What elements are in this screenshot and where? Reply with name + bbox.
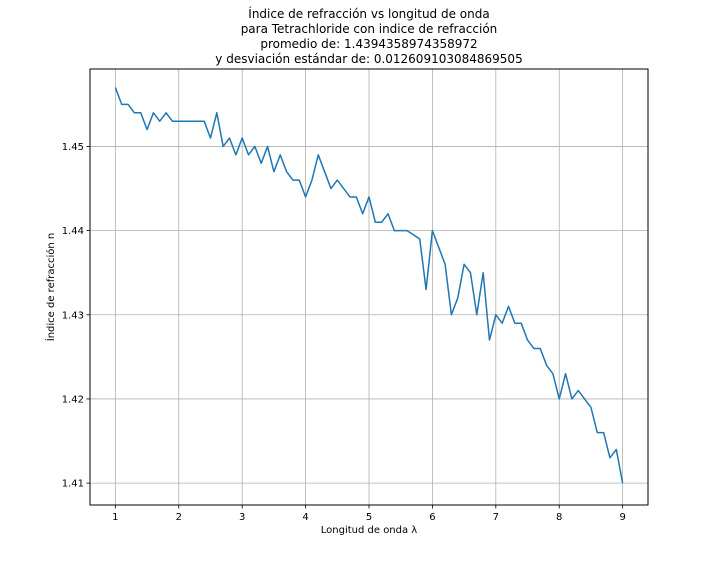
title-line-4: y desviación estándar de: 0.012609103084…: [215, 52, 522, 66]
x-tick-label: 9: [619, 512, 625, 523]
title-line-3: promedio de: 1.4394358974358972: [260, 37, 477, 51]
x-tick-label: 2: [176, 512, 182, 523]
x-tick-label: 4: [302, 512, 308, 523]
y-axis-ticks: 1.41 1.42 1.43 1.44 1.45: [62, 142, 90, 490]
x-tick-label: 3: [239, 512, 245, 523]
chart-title: Índice de refracción vs longitud de onda…: [215, 6, 522, 66]
plot-frame: [89, 68, 649, 506]
title-line-1: Índice de refracción vs longitud de onda: [248, 6, 489, 21]
x-axis-ticks: 1 2 3 4 5 6 7 8 9: [112, 505, 626, 523]
series: [114, 87, 624, 484]
x-axis-label: Longitud de onda λ: [321, 525, 418, 536]
y-tick-label: 1.41: [62, 479, 84, 490]
series-line: [114, 87, 624, 484]
y-tick-label: 1.43: [62, 310, 84, 321]
x-tick-label: 8: [556, 512, 562, 523]
y-axis-label: Índice de refracción n: [44, 233, 57, 341]
x-tick-label: 7: [493, 512, 499, 523]
title-line-2: para Tetrachloride con indice de refracc…: [241, 22, 498, 36]
grid: [90, 69, 648, 505]
x-tick-label: 5: [366, 512, 372, 523]
x-tick-label: 1: [112, 512, 118, 523]
y-tick-label: 1.44: [62, 226, 84, 237]
x-tick-label: 6: [429, 512, 435, 523]
y-tick-label: 1.45: [62, 142, 84, 153]
y-tick-label: 1.42: [62, 394, 84, 405]
